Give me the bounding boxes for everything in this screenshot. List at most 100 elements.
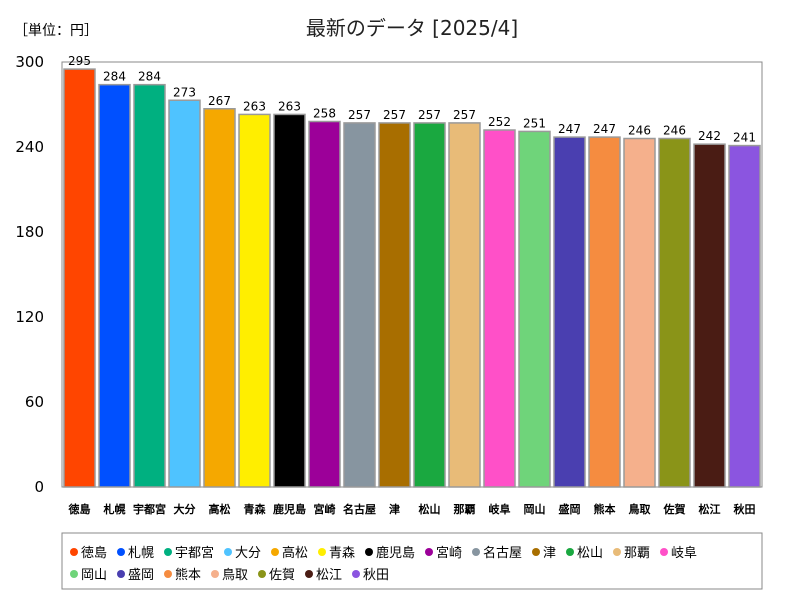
legend-label: 宇都宮 xyxy=(175,545,214,561)
data-label: 247 xyxy=(593,122,616,136)
legend-label: 岡山 xyxy=(81,568,107,583)
x-tick-label: 松山 xyxy=(419,502,441,516)
y-tick-label: 120 xyxy=(15,308,44,326)
data-label: 246 xyxy=(628,124,651,138)
legend-label: 鹿児島 xyxy=(376,545,415,561)
data-label: 267 xyxy=(208,94,231,108)
bar xyxy=(623,137,656,488)
x-tick-label: 札幌 xyxy=(103,502,126,516)
y-tick-label: 180 xyxy=(15,223,44,241)
x-tick-label: 盛岡 xyxy=(559,502,581,516)
bar xyxy=(203,108,236,488)
bar xyxy=(378,122,411,488)
x-tick-label: 佐賀 xyxy=(663,502,686,516)
data-label: 263 xyxy=(278,99,301,113)
bar xyxy=(588,136,621,488)
bar xyxy=(238,113,271,488)
x-tick-label: 津 xyxy=(389,502,400,516)
bars xyxy=(63,68,761,488)
data-label: 284 xyxy=(103,70,126,84)
legend-marker xyxy=(117,570,125,578)
legend-label: 鳥取 xyxy=(222,568,248,583)
x-axis-ticks: 徳島 札幌 宇都宮 大分 高松 青森 鹿児島 宮崎 名古屋津 松山 那覇 岐阜 岡山 盛岡 熊本 鳥取 佐賀 松江… xyxy=(68,502,756,516)
y-tick-label: 60 xyxy=(25,393,44,411)
legend-label: 徳島 xyxy=(81,546,107,561)
bar xyxy=(168,99,201,488)
data-label: 242 xyxy=(698,129,721,143)
legend-label: 盛岡 xyxy=(128,568,154,583)
y-tick-label: 240 xyxy=(15,138,44,156)
legend-marker xyxy=(352,570,360,578)
legend-label: 大分 xyxy=(235,546,261,561)
legend-label: 高松 xyxy=(282,545,308,561)
x-tick-label: 熊本 xyxy=(594,502,616,516)
bar xyxy=(98,83,131,488)
x-tick-label: 名古屋 xyxy=(343,502,376,516)
legend-marker xyxy=(365,548,373,556)
x-tick-label: 高松 xyxy=(209,502,231,516)
data-label: 257 xyxy=(453,108,476,122)
data-label: 257 xyxy=(383,108,406,122)
legend-marker xyxy=(566,548,574,556)
data-label: 251 xyxy=(523,116,546,130)
y-axis-ticks: 0 60 120 180 240 300 xyxy=(15,53,44,496)
legend-marker xyxy=(318,548,326,556)
legend-label: 秋田 xyxy=(363,568,389,583)
bar xyxy=(63,68,96,488)
legend-marker xyxy=(425,548,433,556)
x-tick-label: 青森 xyxy=(244,502,267,516)
legend-marker xyxy=(224,548,232,556)
legend-marker xyxy=(164,570,172,578)
legend-marker xyxy=(117,548,125,556)
unit-label: ［単位：円］ xyxy=(14,23,98,39)
x-tick-label: 宮崎 xyxy=(314,502,336,516)
data-label: 273 xyxy=(173,85,196,99)
legend-label: 那覇 xyxy=(624,546,650,561)
data-label: 257 xyxy=(348,108,371,122)
legend-marker xyxy=(472,548,480,556)
data-label: 257 xyxy=(418,108,441,122)
legend-label: 宮崎 xyxy=(436,545,462,561)
legend-marker xyxy=(271,548,279,556)
legend-marker xyxy=(613,548,621,556)
bar xyxy=(448,122,481,488)
x-tick-label: 徳島 xyxy=(68,502,91,516)
data-label: 284 xyxy=(138,70,161,84)
x-tick-label: 松江 xyxy=(699,502,721,516)
legend-label: 名古屋 xyxy=(483,545,522,561)
y-tick-label: 300 xyxy=(15,53,44,71)
legend-marker xyxy=(164,548,172,556)
bar xyxy=(728,144,761,488)
data-label: 241 xyxy=(733,131,756,145)
x-tick-label: 鳥取 xyxy=(629,502,651,516)
chart-title: 最新のデータ [2025/4] xyxy=(306,16,518,40)
bar xyxy=(273,113,306,488)
legend-label: 松山 xyxy=(577,546,603,561)
data-label: 246 xyxy=(663,124,686,138)
x-tick-label: 岡山 xyxy=(524,502,546,516)
bar xyxy=(413,122,446,488)
data-label: 258 xyxy=(313,107,336,121)
x-tick-label: 宇都宮 xyxy=(133,502,166,516)
legend-label: 青森 xyxy=(329,546,355,561)
legend-label: 佐賀 xyxy=(269,568,295,583)
legend-marker xyxy=(532,548,540,556)
data-label: 247 xyxy=(558,122,581,136)
x-tick-label: 大分 xyxy=(174,502,196,516)
plot-area xyxy=(61,61,763,488)
legend-label: 松江 xyxy=(316,568,342,583)
data-label: 263 xyxy=(243,99,266,113)
bar xyxy=(133,83,166,488)
data-labels: 295 284 284 273 267 263 263 258 257 257 257 257 252 2… xyxy=(68,54,756,144)
data-label: 252 xyxy=(488,115,511,129)
bar xyxy=(693,143,726,488)
bar xyxy=(483,129,516,488)
data-label: 295 xyxy=(68,54,91,68)
x-tick-label: 秋田 xyxy=(734,502,756,516)
x-tick-label: 那覇 xyxy=(454,503,476,516)
legend-marker xyxy=(211,570,219,578)
legend-marker xyxy=(258,570,266,578)
x-tick-label: 岐阜 xyxy=(489,502,511,516)
legend-label: 岐阜 xyxy=(671,545,697,561)
